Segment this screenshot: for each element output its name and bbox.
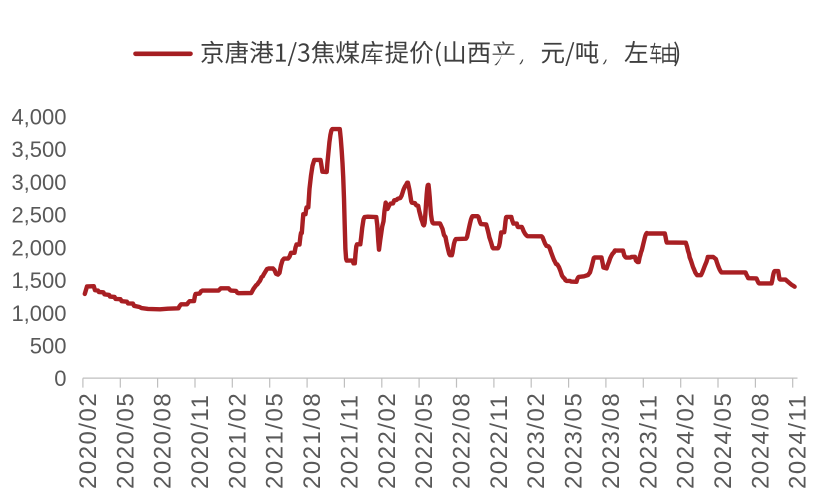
svg-text:0: 0: [54, 366, 66, 391]
svg-text:2020/05: 2020/05: [112, 392, 139, 489]
svg-text:3,000: 3,000: [11, 170, 66, 195]
svg-text:2,000: 2,000: [11, 235, 66, 260]
svg-text:2,500: 2,500: [11, 203, 66, 228]
svg-text:2021/08: 2021/08: [299, 392, 326, 489]
svg-text:2022/02: 2022/02: [374, 392, 401, 489]
svg-text:2023/02: 2023/02: [523, 392, 550, 489]
svg-text:2021/05: 2021/05: [262, 392, 289, 489]
svg-text:2023/08: 2023/08: [598, 392, 625, 489]
svg-text:1,500: 1,500: [11, 268, 66, 293]
svg-text:2022/11: 2022/11: [486, 394, 513, 489]
svg-text:2020/02: 2020/02: [75, 392, 102, 489]
svg-text:2021/02: 2021/02: [224, 392, 251, 489]
svg-text:4,000: 4,000: [11, 105, 66, 130]
svg-text:2023/11: 2023/11: [635, 394, 662, 489]
svg-text:2020/08: 2020/08: [150, 392, 177, 489]
svg-text:2023/05: 2023/05: [561, 392, 588, 489]
svg-text:3,500: 3,500: [11, 137, 66, 162]
svg-text:2024/08: 2024/08: [747, 392, 774, 489]
svg-text:2021/11: 2021/11: [336, 394, 363, 489]
svg-text:2022/08: 2022/08: [449, 392, 476, 489]
svg-text:2024/11: 2024/11: [785, 394, 812, 489]
svg-text:2020/11: 2020/11: [187, 394, 214, 489]
svg-text:1,000: 1,000: [11, 301, 66, 326]
svg-text:2024/05: 2024/05: [710, 392, 737, 489]
svg-text:2022/05: 2022/05: [411, 392, 438, 489]
svg-text:500: 500: [30, 334, 67, 359]
svg-text:2024/02: 2024/02: [673, 392, 700, 489]
